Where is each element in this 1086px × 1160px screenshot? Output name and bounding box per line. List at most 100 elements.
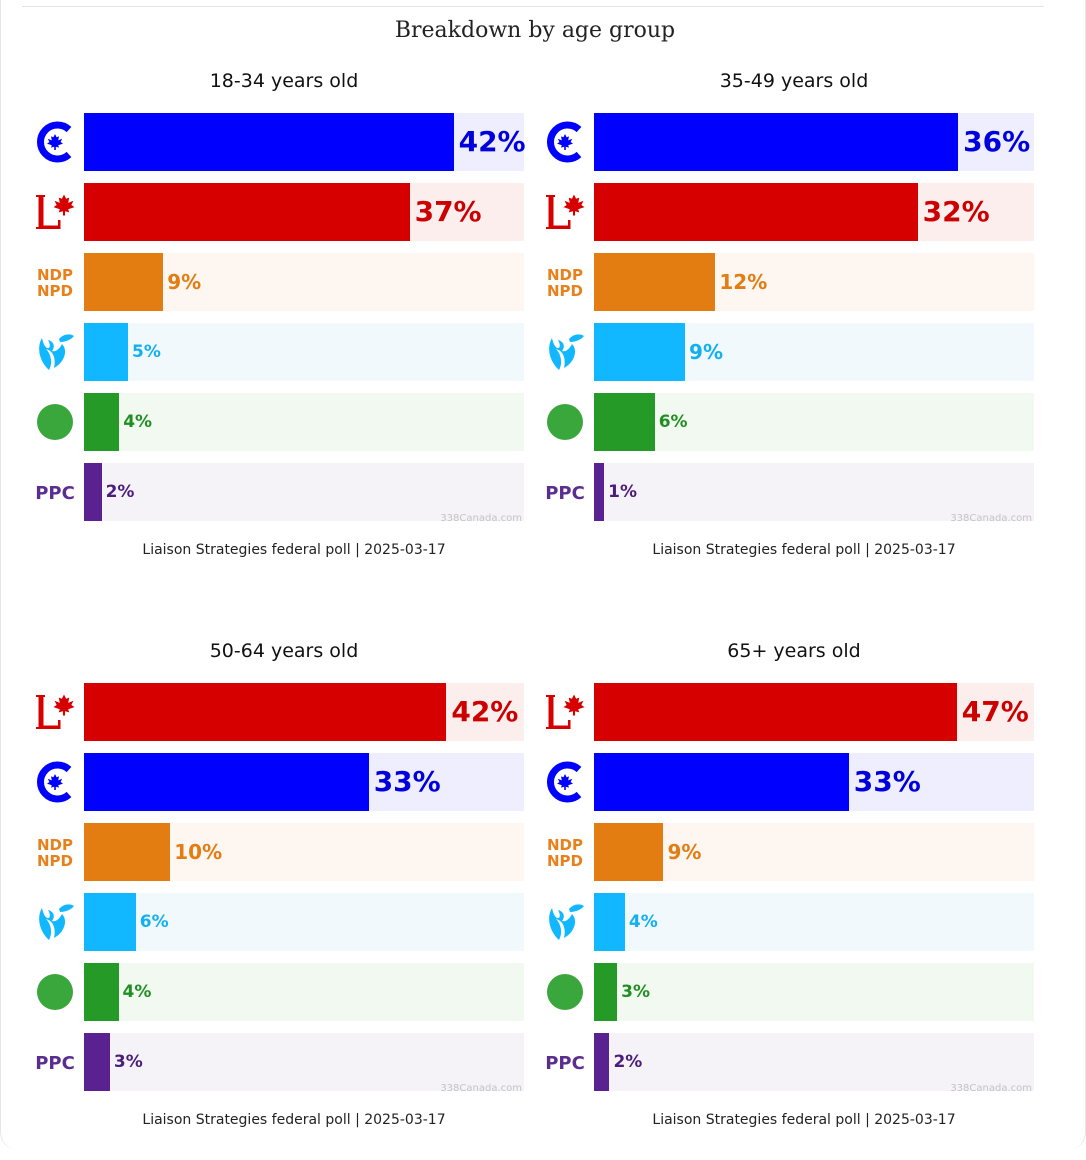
bar-row: 37%	[0, 183, 524, 241]
svg-text:PPC: PPC	[545, 1053, 585, 1074]
data-label: 5%	[132, 342, 161, 362]
bar	[594, 753, 849, 811]
svg-text:NDP: NDP	[37, 266, 73, 284]
data-label: 4%	[628, 912, 658, 932]
bar	[594, 113, 959, 171]
bar	[84, 893, 136, 951]
bar-row: PPC 2%	[510, 1033, 1034, 1091]
source-caption: Liaison Strategies federal poll | 2025-0…	[142, 1112, 446, 1128]
bar-track	[594, 823, 1034, 881]
source-caption: Liaison Strategies federal poll | 2025-0…	[652, 542, 956, 558]
data-label: 3%	[113, 1052, 143, 1072]
svg-text:NPD: NPD	[547, 282, 583, 300]
bloc-fleur-de-lis-icon	[542, 330, 588, 374]
data-label: 37%	[414, 195, 482, 228]
bar-row: 42%	[0, 113, 526, 171]
bloc-fleur-de-lis-icon	[32, 900, 78, 944]
svg-text:NDP: NDP	[547, 266, 583, 284]
bar	[594, 1033, 610, 1091]
source-caption: Liaison Strategies federal poll | 2025-0…	[652, 1112, 956, 1128]
data-label: 10%	[174, 840, 223, 864]
bar-row: 4%	[510, 893, 1034, 951]
bar-row: 5%	[0, 323, 524, 381]
bar-track	[84, 963, 524, 1021]
data-label: 1%	[608, 482, 637, 502]
bar-track	[594, 393, 1034, 451]
bar	[594, 963, 618, 1021]
bloc-fleur-de-lis-icon	[542, 900, 588, 944]
data-label: 32%	[922, 195, 990, 228]
conservative-c-maple-icon	[542, 120, 588, 164]
data-label: 42%	[458, 125, 526, 158]
green-circle-icon	[32, 970, 78, 1014]
bar-row: NDP NPD 12%	[510, 253, 1034, 311]
source-caption: Liaison Strategies federal poll | 2025-0…	[142, 542, 446, 558]
bar	[84, 753, 369, 811]
svg-text:NDP: NDP	[37, 836, 73, 854]
bar	[594, 893, 625, 951]
svg-text:NDP: NDP	[547, 836, 583, 854]
bar-row: 4%	[0, 393, 524, 451]
chart-panel: 65+ years old 47% 33% NDP NPD 9% 4% 3% PPC 2% 338C…	[510, 640, 1034, 1160]
ndp-npd-wordmark-icon: NDP NPD	[542, 830, 588, 874]
bar-track	[594, 1033, 1034, 1091]
liberal-l-maple-icon	[32, 190, 78, 234]
bar-track	[84, 1033, 524, 1091]
ndp-npd-wordmark-icon: NDP NPD	[32, 830, 78, 874]
bar-track	[84, 893, 524, 951]
bar-row: 9%	[510, 323, 1034, 381]
chart-title: 18-34 years old	[209, 70, 359, 92]
svg-text:NPD: NPD	[37, 282, 73, 300]
bar	[594, 463, 605, 521]
svg-text:NPD: NPD	[547, 852, 583, 870]
data-label: 9%	[667, 840, 702, 864]
data-label: 36%	[963, 125, 1031, 158]
data-label: 33%	[373, 765, 441, 798]
conservative-c-maple-icon	[32, 120, 78, 164]
top-divider	[22, 6, 1044, 7]
bar-row: 33%	[0, 753, 524, 811]
bar-track	[84, 463, 524, 521]
chart-panel: 18-34 years old 42% 37% NDP NPD 9% 5% 4% PPC 2% 33…	[0, 70, 526, 590]
page-title: Breakdown by age group	[394, 18, 676, 43]
chart-title: 35-49 years old	[719, 70, 869, 92]
data-label: 4%	[123, 412, 153, 432]
bar-row: 32%	[510, 183, 1034, 241]
data-label: 12%	[719, 270, 768, 294]
conservative-c-maple-icon	[542, 760, 588, 804]
watermark: 338Canada.com	[950, 1083, 1032, 1094]
watermark: 338Canada.com	[440, 1083, 522, 1094]
ndp-npd-wordmark-icon: NDP NPD	[542, 260, 588, 304]
data-label: 2%	[613, 1052, 643, 1072]
bar-row: NDP NPD 9%	[510, 823, 1034, 881]
data-label: 33%	[853, 765, 921, 798]
bar-track	[594, 963, 1034, 1021]
bar	[84, 1033, 110, 1091]
ppc-wordmark-icon: PPC	[542, 470, 588, 514]
bar	[594, 253, 716, 311]
bar-track	[594, 463, 1034, 521]
bar-row: 33%	[510, 753, 1034, 811]
chart-title: 50-64 years old	[209, 640, 359, 662]
bar-row: PPC 2%	[0, 463, 524, 521]
watermark: 338Canada.com	[440, 513, 522, 524]
bar	[84, 253, 164, 311]
svg-text:PPC: PPC	[35, 1053, 75, 1074]
bar-track	[84, 393, 524, 451]
bar-row: 47%	[510, 683, 1034, 741]
green-circle-icon	[32, 400, 78, 444]
liberal-l-maple-icon	[542, 190, 588, 234]
bar	[84, 323, 128, 381]
ppc-wordmark-icon: PPC	[542, 1040, 588, 1084]
data-label: 42%	[451, 695, 519, 728]
bar	[84, 823, 171, 881]
bar	[84, 463, 102, 521]
watermark: 338Canada.com	[950, 513, 1032, 524]
bar-row: 3%	[510, 963, 1034, 1021]
bar	[84, 393, 120, 451]
conservative-c-maple-icon	[32, 760, 78, 804]
data-label: 47%	[961, 695, 1029, 728]
chart-panel: 35-49 years old 36% 32% NDP NPD 12% 9% 6% PPC 1% 3…	[510, 70, 1034, 590]
bar	[594, 683, 957, 741]
bar	[594, 393, 655, 451]
